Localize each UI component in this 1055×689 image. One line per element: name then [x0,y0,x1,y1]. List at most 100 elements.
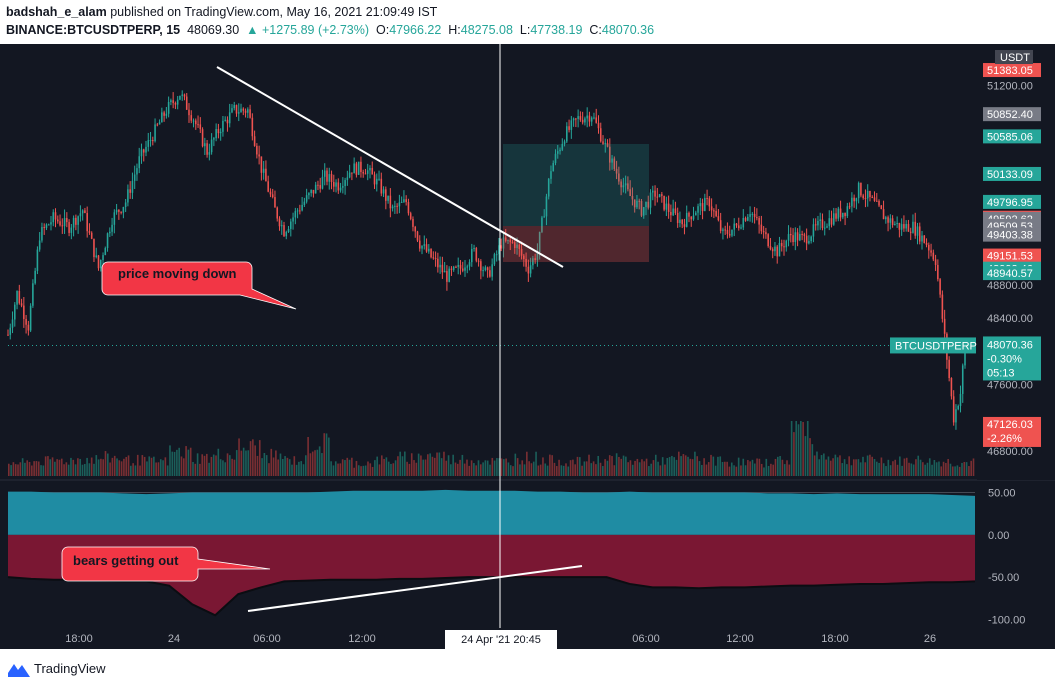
volume-bar [249,441,252,476]
volume-bar [182,458,185,476]
candlestick-series [7,90,975,430]
candle-body [459,264,462,269]
candle-body [405,199,407,203]
tradingview-brand[interactable]: TradingView [34,661,106,676]
candle-body [81,210,84,214]
volume-bar [680,456,682,476]
close-label: C: [589,23,602,37]
candle-body [29,305,32,331]
candle-body [158,122,161,125]
volume-bar [281,459,284,476]
candle-body [624,183,627,186]
volume-bar [813,455,816,476]
candle-body [464,267,466,271]
candle-body [475,248,478,261]
trendline-price-down[interactable] [216,66,564,268]
price-level-tag [983,266,1041,281]
candle-body [769,246,772,250]
candle-body [955,409,957,423]
volume-bar [47,456,49,476]
volume-bar [714,465,717,476]
candle-body [525,258,527,267]
candle-body [688,212,690,217]
candle-body [715,211,717,217]
volume-bar [491,457,494,476]
candle-body [735,223,738,226]
price-level-tag-text: 50585.06 [987,131,1033,143]
symbol-line[interactable]: BINANCE:BTCUSDTPERP, 15 [6,23,181,37]
volume-bar [275,450,277,476]
volume-bar [316,449,319,476]
high-label: H: [448,23,461,37]
volume-bar [116,458,118,476]
candle-body [552,163,555,172]
volume-bar [429,453,431,476]
candle-body [378,178,380,180]
volume-bar [219,459,222,476]
volume-bar [422,459,425,476]
volume-bar [664,464,666,476]
volume-bar [378,464,381,476]
candle-body [679,219,681,223]
volume-bar [882,463,885,476]
candle-body [208,152,211,155]
callout-bears-getting-out[interactable]: bears getting out [61,546,271,582]
position-loss-zone[interactable] [503,226,649,262]
candle-body [690,216,693,220]
tradingview-logo-icon[interactable] [8,661,30,677]
volume-bar [95,455,98,476]
indicator-negative-line [7,576,976,617]
candle-body [692,215,695,220]
candle-body [455,266,457,268]
candle-body [303,201,306,205]
volume-bar [958,466,961,476]
candle-body [513,242,516,249]
volume-bar [643,461,646,476]
current-change-text: -0.30% [987,353,1022,365]
volume-bar [328,437,330,476]
candle-body [534,258,536,261]
candle-body [821,219,824,228]
volume-bar [362,465,365,476]
price-level-tag [983,166,1041,181]
candle-body [471,248,473,263]
volume-bar [31,465,33,476]
volume-bar [196,453,199,476]
candle-body [667,203,670,212]
candle-body [398,202,401,207]
volume-bar [245,450,247,476]
candle-body [265,168,267,182]
candle-body [857,182,860,199]
volume-bar [804,436,807,476]
volume-bar [141,455,144,476]
volume-bar [40,465,42,476]
volume-bar [150,457,153,476]
volume-bar [21,458,24,476]
volume-bar [44,456,47,476]
candle-body [271,194,274,198]
volume-bar [951,466,954,476]
volume-bar [489,464,491,476]
volume-bar [530,463,533,476]
position-profit-zone[interactable] [503,144,649,226]
publish-text: published on TradingView.com, May 16, 20… [106,5,438,19]
price-chart[interactable]: price moving down bears getting out 5120… [0,44,1055,649]
candle-body [532,258,534,266]
candle-body [943,318,946,334]
candle-body [283,225,285,237]
candle-body [13,304,16,320]
volume-bar [795,421,798,476]
chart-area[interactable]: price moving down bears getting out 5120… [0,44,1055,649]
candle-body [256,145,258,155]
candle-body [233,105,236,109]
candle-body [66,217,68,223]
volume-bar [417,453,420,476]
volume-bar [629,460,632,476]
candle-body [647,201,650,208]
candle-body [717,216,720,221]
ind-axis-bg [977,481,1055,629]
publisher-name[interactable]: badshah_e_alam [6,5,107,19]
trendline-bears[interactable] [247,565,583,612]
volume-bar [555,466,558,476]
callout-price-moving-down[interactable]: price moving down [101,261,297,310]
